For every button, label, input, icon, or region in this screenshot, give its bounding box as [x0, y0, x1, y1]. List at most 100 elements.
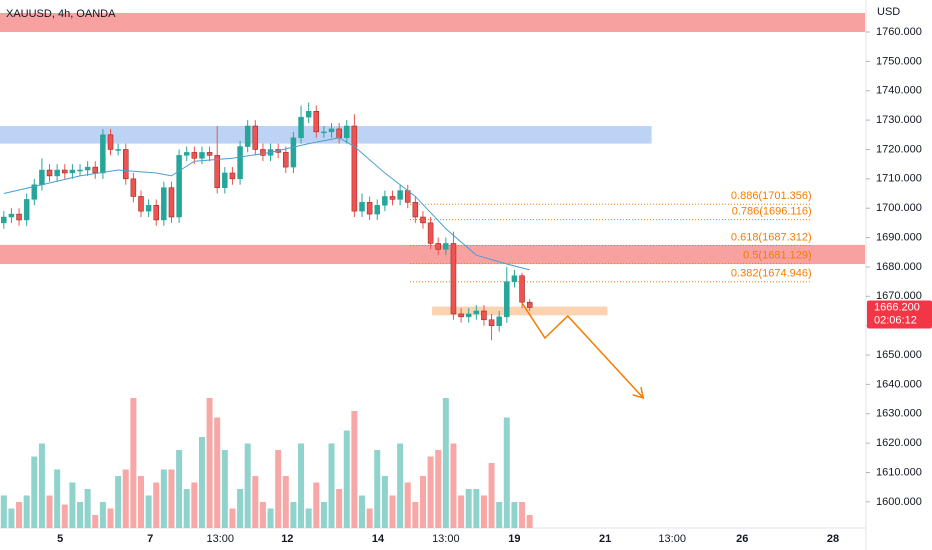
candle-body — [39, 169, 45, 185]
candle-body — [427, 222, 434, 244]
volume-bar — [435, 450, 442, 528]
x-tick-label: 26 — [736, 533, 748, 545]
volume-bar — [191, 482, 198, 528]
volume-bar — [419, 476, 426, 528]
volume-bar — [320, 502, 327, 528]
volume-bar — [46, 495, 53, 528]
candle-body — [31, 184, 38, 200]
fib-label: 0.382(1674.946) — [731, 268, 812, 280]
volume-bar — [153, 482, 160, 528]
y-tick-label: 1600.000 — [876, 496, 922, 508]
candle-body — [305, 111, 312, 118]
candle-body — [115, 149, 121, 151]
y-tick-label: 1680.000 — [876, 261, 922, 273]
candle-body — [153, 205, 159, 221]
last-price-label: 1666.200 — [874, 301, 920, 313]
candle-body — [290, 137, 297, 168]
candle-body — [244, 125, 251, 147]
candle-body — [351, 125, 358, 212]
volume-bar — [473, 489, 480, 528]
volume-bar — [374, 450, 381, 528]
candles — [1, 102, 533, 341]
x-tick-label: 19 — [508, 533, 520, 545]
volume-bar — [397, 443, 404, 528]
volume-bar — [145, 495, 152, 528]
candle-body — [229, 172, 236, 180]
y-tick-label: 1700.000 — [876, 202, 922, 214]
volume-bar — [366, 508, 373, 528]
volume-bar — [221, 450, 228, 528]
volume-bar — [160, 469, 167, 528]
volume-bar — [137, 476, 144, 528]
candle-body — [168, 187, 175, 218]
volume-bar — [519, 502, 526, 528]
candle-body — [69, 169, 76, 174]
fibonacci: 0.886(1701.356) 0.786(1696.116) 0.618(1687… — [410, 190, 812, 283]
candle-body — [260, 149, 266, 156]
y-tick-label: 1720.000 — [876, 143, 922, 155]
candle-body — [92, 166, 99, 174]
candle-body — [420, 216, 426, 224]
candle-body — [496, 316, 502, 326]
candle-body — [458, 313, 464, 318]
volume-bar — [404, 482, 411, 528]
fib-label: 0.618(1687.312) — [731, 231, 812, 243]
volume-bar — [176, 450, 183, 528]
candle-body — [8, 213, 15, 218]
candle-body — [298, 116, 304, 138]
candle-body — [465, 313, 472, 318]
candle-body — [84, 166, 91, 171]
volume-bar — [259, 502, 266, 528]
volume-bar — [389, 495, 396, 528]
volume-bar — [480, 495, 487, 528]
y-tick-label: 1750.000 — [876, 55, 922, 67]
candle-body — [397, 190, 403, 200]
candle-body — [176, 155, 182, 218]
volume-bar — [252, 476, 259, 528]
volume-bar — [244, 443, 251, 528]
zone — [0, 125, 652, 144]
candle-body — [389, 196, 396, 200]
moving-average — [3, 137, 530, 271]
volume-bar — [313, 482, 320, 528]
candle-body — [77, 169, 83, 172]
fib-label: 0.886(1701.356) — [731, 190, 812, 202]
volume-bar — [351, 411, 358, 528]
volume-bar — [290, 502, 297, 528]
x-tick-label: 28 — [827, 533, 839, 545]
volume-bar — [267, 508, 274, 528]
volume-bar — [305, 508, 312, 528]
candle-body — [450, 243, 457, 315]
x-tick-label: 5 — [57, 533, 63, 545]
candle-body — [435, 243, 441, 250]
volume-bar — [38, 443, 45, 528]
x-tick-label: 13:00 — [206, 533, 234, 545]
volume-bar — [465, 489, 472, 528]
x-tick-label: 21 — [599, 533, 611, 545]
volume-bar — [442, 398, 449, 528]
last-price-box — [867, 300, 932, 329]
candle-body — [252, 125, 259, 150]
volume-bar — [503, 417, 510, 528]
volume-bar — [282, 476, 289, 528]
candle-body — [206, 152, 213, 156]
candle-body — [488, 319, 495, 326]
volume-bar — [298, 443, 305, 528]
x-tick-label: 14 — [372, 533, 385, 545]
candle-body — [336, 128, 342, 138]
candle-body — [46, 169, 53, 177]
volume-bar — [359, 495, 366, 528]
candle-body — [526, 301, 533, 308]
y-tick-label: 1620.000 — [876, 437, 922, 449]
volume-bar — [488, 463, 495, 528]
candle-body — [473, 310, 480, 315]
volume-bar — [8, 508, 15, 528]
x-tick-label: 13:00 — [432, 533, 460, 545]
y-tick-label: 1710.000 — [876, 173, 922, 185]
candle-body — [199, 152, 205, 159]
candle-body — [16, 213, 22, 221]
candle-body — [161, 187, 167, 221]
axes: 1600.000 1610.000 1620.000 1630.000 1640.000… — [57, 26, 932, 545]
volume-bar — [31, 456, 38, 528]
